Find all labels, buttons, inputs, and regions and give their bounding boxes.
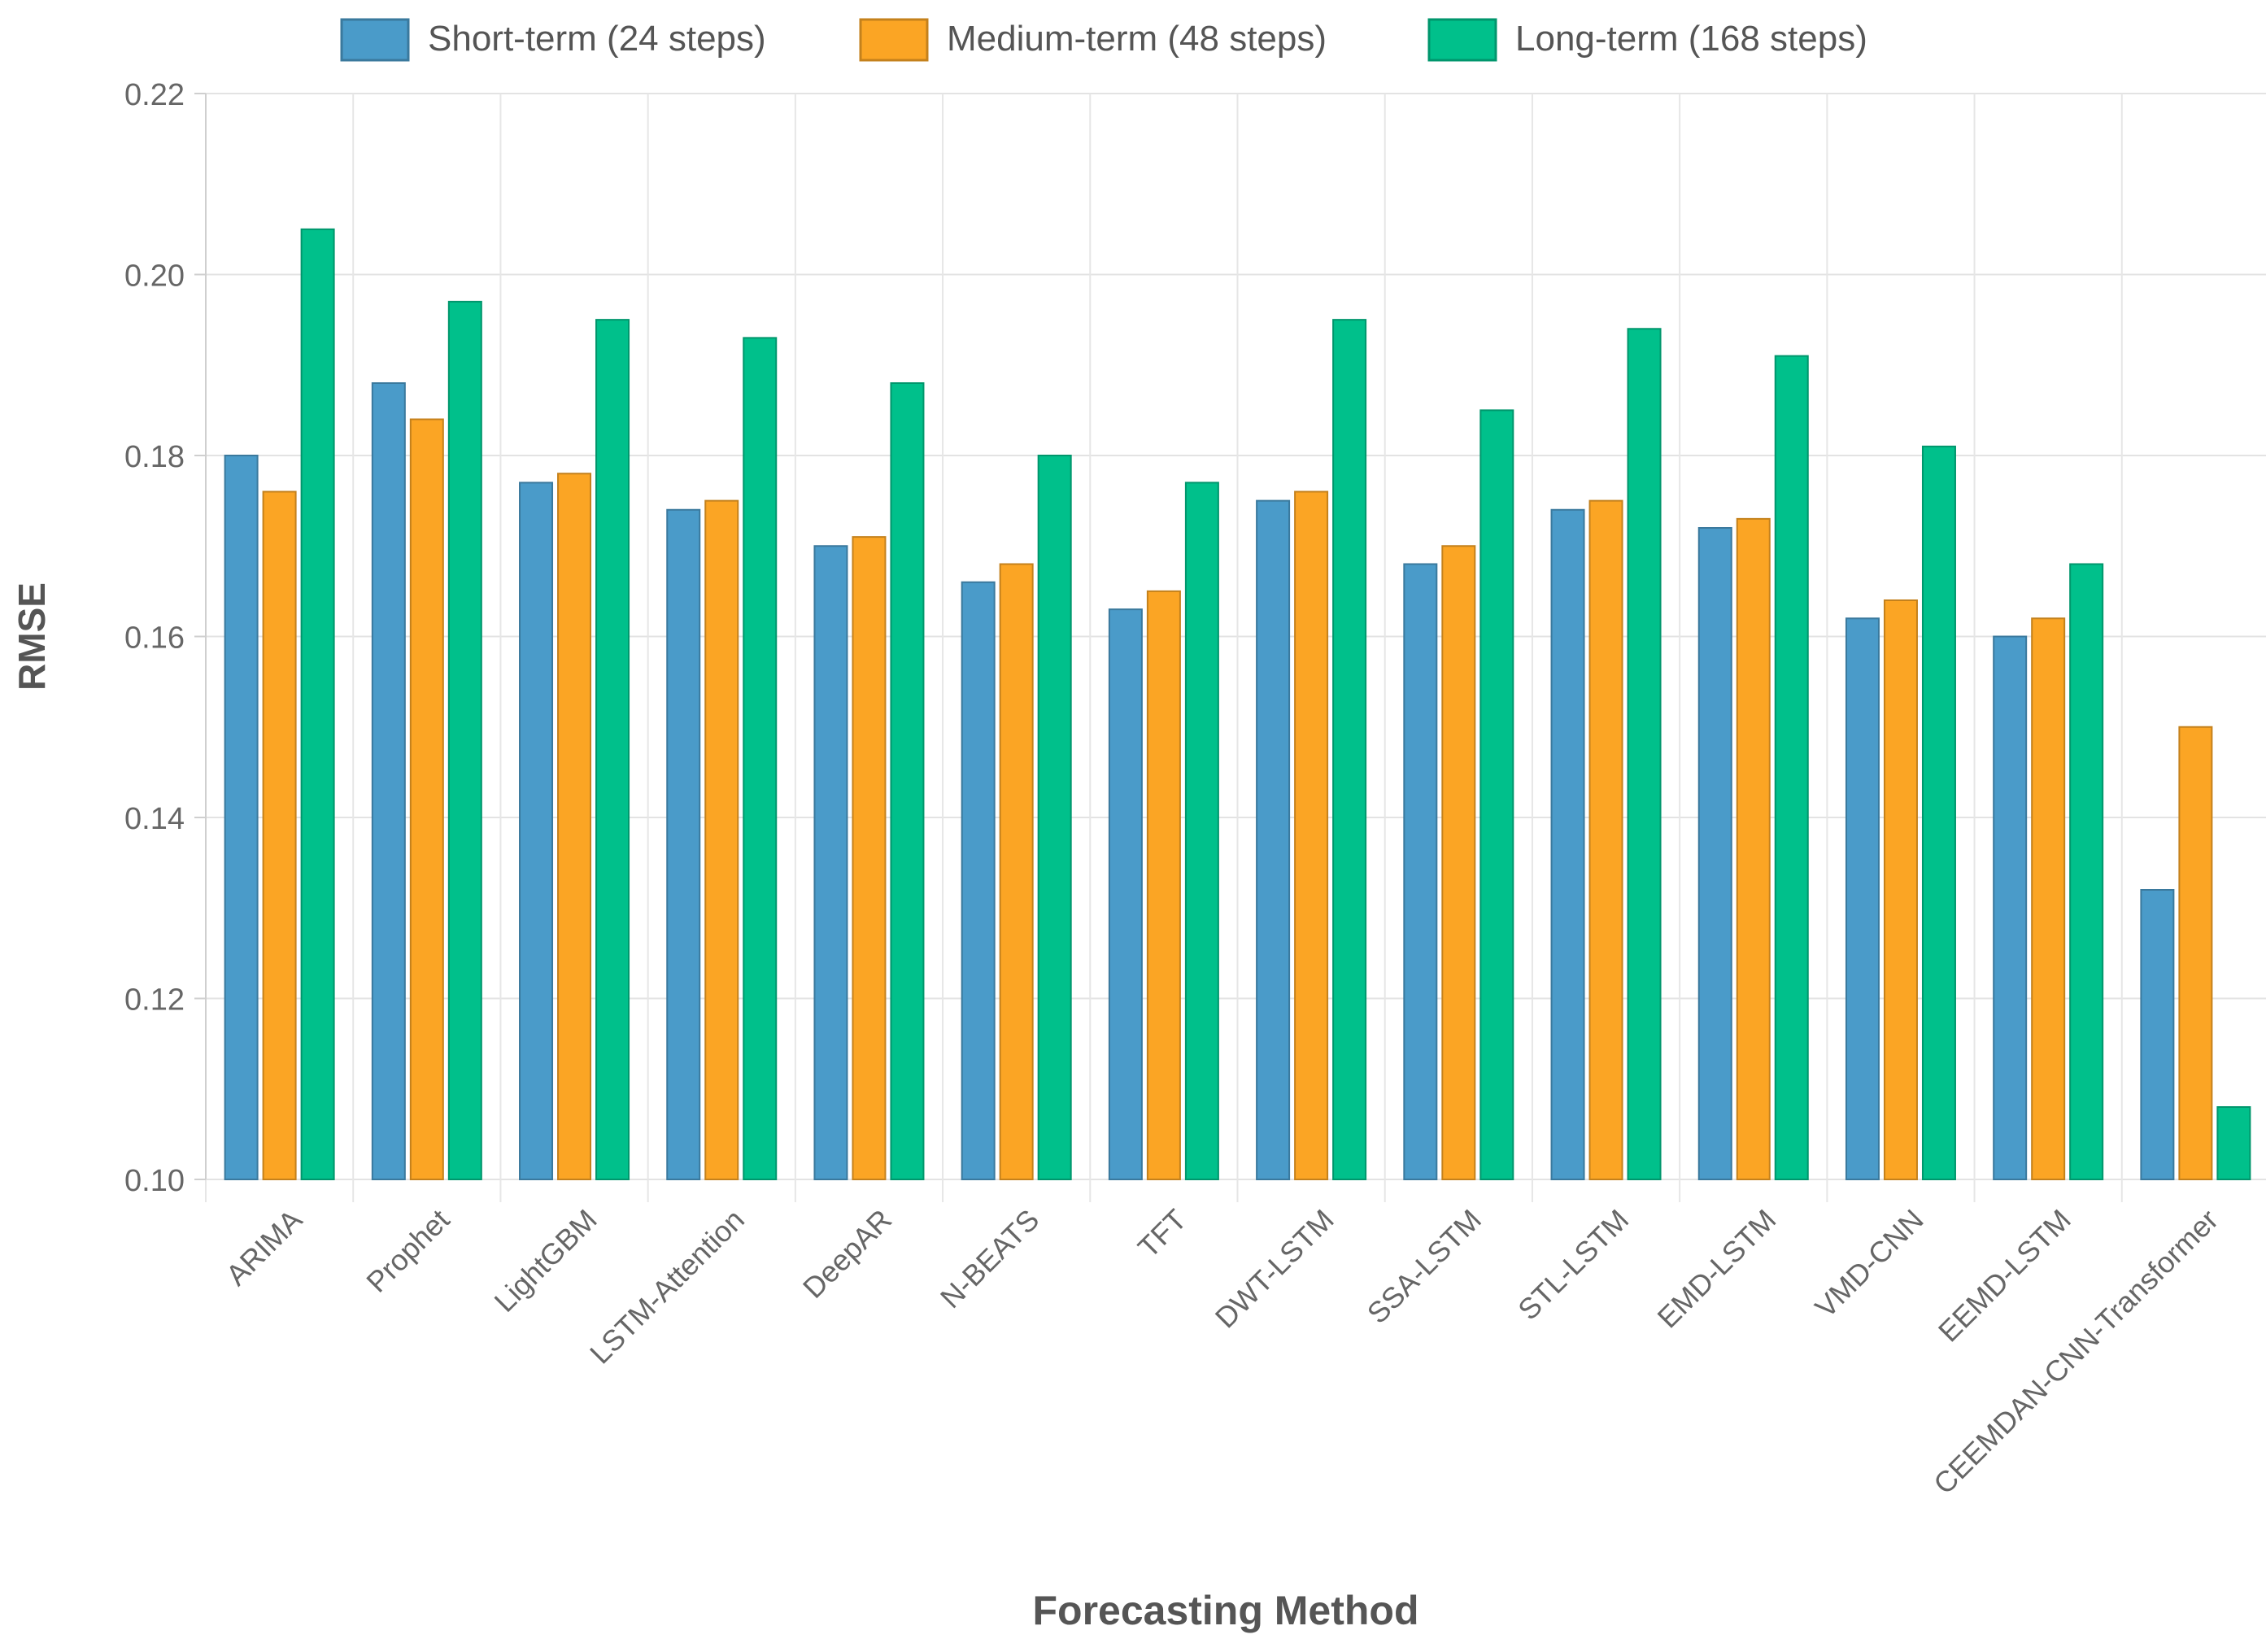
bar-prophet-series-1 bbox=[371, 382, 406, 1180]
x-tick-label: Prophet bbox=[360, 1203, 455, 1299]
bar-ceemdan-cnn-transformer-series-2 bbox=[2178, 726, 2213, 1180]
y-tick-label: 0.14 bbox=[124, 802, 185, 836]
x-tick-label: N-BEATS bbox=[934, 1203, 1045, 1314]
bar-lightgbm-series-2 bbox=[557, 473, 592, 1180]
y-tick-label: 0.12 bbox=[124, 983, 185, 1018]
bar-tft-series-1 bbox=[1108, 608, 1143, 1180]
bar-emd-lstm-series-3 bbox=[1774, 355, 1809, 1180]
legend-swatch-series-1[interactable] bbox=[340, 18, 410, 62]
bar-stl-lstm-series-2 bbox=[1588, 499, 1623, 1180]
x-tick-label: LSTM-Attention bbox=[583, 1203, 751, 1371]
legend-label-series-3[interactable]: Long-term (168 steps) bbox=[1515, 19, 1867, 59]
bar-stl-lstm-series-3 bbox=[1627, 328, 1662, 1180]
bar-vmd-cnn-series-2 bbox=[1883, 599, 1918, 1180]
y-tick-label: 0.16 bbox=[124, 621, 185, 656]
bar-lstm-attention-series-2 bbox=[704, 499, 739, 1180]
x-tick-label: DeepAR bbox=[796, 1203, 898, 1305]
x-tick-label: CEEMDAN-CNN-Transformer bbox=[1927, 1203, 2225, 1501]
bar-emd-lstm-series-2 bbox=[1736, 517, 1771, 1180]
bar-eemd-lstm-series-3 bbox=[2069, 563, 2104, 1180]
bar-eemd-lstm-series-1 bbox=[1993, 635, 2028, 1180]
bar-vmd-cnn-series-1 bbox=[1845, 617, 1880, 1180]
bar-n-beats-series-2 bbox=[999, 563, 1034, 1180]
bar-lstm-attention-series-1 bbox=[666, 508, 701, 1180]
bar-ssa-lstm-series-3 bbox=[1479, 409, 1514, 1180]
bar-lightgbm-series-3 bbox=[595, 319, 630, 1180]
bar-n-beats-series-1 bbox=[961, 581, 996, 1180]
bar-eemd-lstm-series-2 bbox=[2031, 617, 2066, 1180]
bar-prophet-series-2 bbox=[409, 418, 444, 1180]
x-tick-label: SSA-LSTM bbox=[1361, 1203, 1488, 1330]
legend: Short-term (24 steps) Medium-term (48 ste… bbox=[340, 18, 1867, 62]
x-tick-label: TFT bbox=[1131, 1203, 1193, 1265]
bar-n-beats-series-3 bbox=[1037, 455, 1072, 1180]
x-tick-label: STL-LSTM bbox=[1511, 1203, 1635, 1327]
bar-dwt-lstm-series-2 bbox=[1294, 490, 1329, 1180]
bar-ssa-lstm-series-2 bbox=[1441, 545, 1476, 1180]
bar-tft-series-2 bbox=[1146, 590, 1181, 1180]
y-tick-label: 0.20 bbox=[124, 259, 185, 294]
legend-label-series-1[interactable]: Short-term (24 steps) bbox=[428, 19, 766, 59]
bar-stl-lstm-series-1 bbox=[1550, 508, 1585, 1180]
bar-dwt-lstm-series-3 bbox=[1332, 319, 1367, 1180]
x-tick-label: LightGBM bbox=[488, 1203, 604, 1319]
bar-dwt-lstm-series-1 bbox=[1256, 499, 1291, 1180]
x-tick-label: EMD-LSTM bbox=[1650, 1203, 1782, 1335]
grid bbox=[205, 93, 2266, 1202]
bar-arima-series-1 bbox=[224, 455, 259, 1180]
bar-prophet-series-3 bbox=[447, 300, 482, 1180]
legend-label-series-2[interactable]: Medium-term (48 steps) bbox=[947, 19, 1327, 59]
legend-swatch-series-2[interactable] bbox=[859, 18, 929, 62]
bar-arima-series-2 bbox=[262, 490, 297, 1180]
bar-arima-series-3 bbox=[300, 228, 335, 1180]
bar-lstm-attention-series-3 bbox=[743, 337, 778, 1180]
bar-deepar-series-3 bbox=[890, 382, 925, 1180]
x-tick-label: ARIMA bbox=[220, 1203, 309, 1292]
bar-emd-lstm-series-1 bbox=[1697, 527, 1732, 1180]
y-tick-label: 0.22 bbox=[124, 78, 185, 112]
bar-deepar-series-2 bbox=[852, 536, 887, 1180]
y-tick-label: 0.18 bbox=[124, 440, 185, 474]
bar-lightgbm-series-1 bbox=[519, 482, 554, 1180]
y-axis-title: RMSE bbox=[11, 582, 53, 691]
x-axis-title: Forecasting Method bbox=[1032, 1588, 1418, 1633]
bar-deepar-series-1 bbox=[813, 545, 848, 1180]
bar-tft-series-3 bbox=[1184, 482, 1219, 1180]
bar-ceemdan-cnn-transformer-series-1 bbox=[2140, 889, 2175, 1180]
bar-ssa-lstm-series-1 bbox=[1403, 563, 1438, 1180]
x-tick-label: VMD-CNN bbox=[1808, 1203, 1929, 1324]
x-tick-label: DWT-LSTM bbox=[1209, 1203, 1340, 1335]
bars bbox=[224, 228, 2251, 1180]
x-tick-label: EEMD-LSTM bbox=[1932, 1203, 2077, 1349]
y-tick-label: 0.10 bbox=[124, 1164, 185, 1198]
bar-vmd-cnn-series-3 bbox=[1921, 445, 1956, 1180]
bar-ceemdan-cnn-transformer-series-3 bbox=[2216, 1106, 2251, 1180]
legend-swatch-series-3[interactable] bbox=[1427, 18, 1497, 62]
